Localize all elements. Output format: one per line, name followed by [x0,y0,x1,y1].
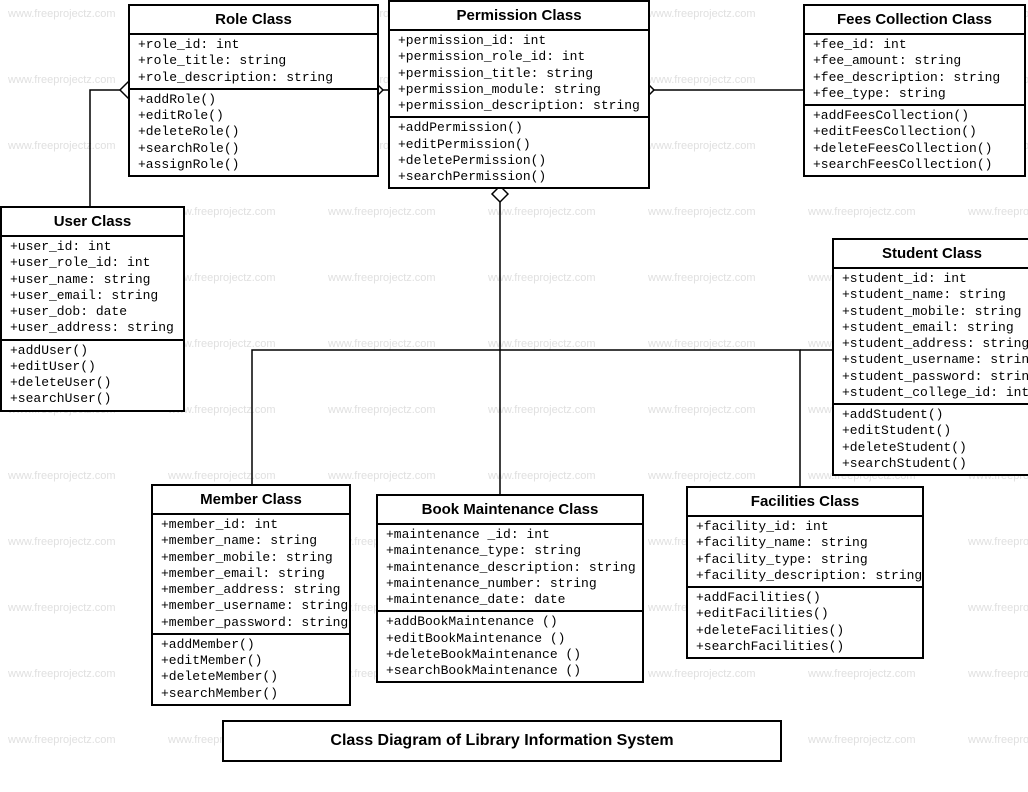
watermark: www.freeprojectz.com [808,668,916,680]
watermark: www.freeprojectz.com [8,8,116,20]
class-permission-methods: +addPermission() +editPermission() +dele… [390,118,648,187]
watermark: www.freeprojectz.com [648,404,756,416]
watermark: www.freeprojectz.com [648,272,756,284]
watermark: www.freeprojectz.com [968,536,1028,548]
watermark: www.freeprojectz.com [968,602,1028,614]
watermark: www.freeprojectz.com [648,470,756,482]
class-facilities-methods: +addFacilities() +editFacilities() +dele… [688,588,922,657]
class-student-attrs: +student_id: int +student_name: string +… [834,269,1028,405]
watermark: www.freeprojectz.com [8,602,116,614]
class-facilities-attrs: +facility_id: int +facility_name: string… [688,517,922,588]
class-student-title: Student Class [834,240,1028,269]
watermark: www.freeprojectz.com [8,668,116,680]
watermark: www.freeprojectz.com [328,206,436,218]
watermark: www.freeprojectz.com [488,338,596,350]
class-fees-title: Fees Collection Class [805,6,1024,35]
class-role-attrs: +role_id: int +role_title: string +role_… [130,35,377,90]
watermark: www.freeprojectz.com [648,668,756,680]
class-book-methods: +addBookMaintenance () +editBookMaintena… [378,612,642,681]
class-permission-title: Permission Class [390,2,648,31]
watermark: www.freeprojectz.com [8,470,116,482]
class-student: Student Class +student_id: int +student_… [832,238,1028,476]
watermark: www.freeprojectz.com [8,734,116,746]
class-student-methods: +addStudent() +editStudent() +deleteStud… [834,405,1028,474]
watermark: www.freeprojectz.com [968,734,1028,746]
watermark: www.freeprojectz.com [488,272,596,284]
watermark: www.freeprojectz.com [328,404,436,416]
class-role-methods: +addRole() +editRole() +deleteRole() +se… [130,90,377,175]
class-facilities-title: Facilities Class [688,488,922,517]
class-user-title: User Class [2,208,183,237]
class-book: Book Maintenance Class +maintenance _id:… [376,494,644,683]
watermark: www.freeprojectz.com [808,734,916,746]
watermark: www.freeprojectz.com [648,74,756,86]
class-role-title: Role Class [130,6,377,35]
class-role: Role Class +role_id: int +role_title: st… [128,4,379,177]
class-permission-attrs: +permission_id: int +permission_role_id:… [390,31,648,118]
watermark: www.freeprojectz.com [968,668,1028,680]
class-book-attrs: +maintenance _id: int +maintenance_type:… [378,525,642,612]
watermark: www.freeprojectz.com [328,338,436,350]
watermark: www.freeprojectz.com [968,206,1028,218]
class-member-methods: +addMember() +editMember() +deleteMember… [153,635,349,704]
watermark: www.freeprojectz.com [648,338,756,350]
class-user-methods: +addUser() +editUser() +deleteUser() +se… [2,341,183,410]
class-facilities: Facilities Class +facility_id: int +faci… [686,486,924,659]
watermark: www.freeprojectz.com [328,272,436,284]
class-member-attrs: +member_id: int +member_name: string +me… [153,515,349,635]
watermark: www.freeprojectz.com [488,404,596,416]
watermark: www.freeprojectz.com [8,536,116,548]
class-member-title: Member Class [153,486,349,515]
watermark: www.freeprojectz.com [488,470,596,482]
class-user: User Class +user_id: int +user_role_id: … [0,206,185,412]
watermark: www.freeprojectz.com [648,140,756,152]
class-permission: Permission Class +permission_id: int +pe… [388,0,650,189]
class-user-attrs: +user_id: int +user_role_id: int +user_n… [2,237,183,341]
watermark: www.freeprojectz.com [808,206,916,218]
watermark: www.freeprojectz.com [488,206,596,218]
class-fees: Fees Collection Class +fee_id: int +fee_… [803,4,1026,177]
watermark: www.freeprojectz.com [8,140,116,152]
watermark: www.freeprojectz.com [648,206,756,218]
watermark: www.freeprojectz.com [8,74,116,86]
class-book-title: Book Maintenance Class [378,496,642,525]
class-fees-attrs: +fee_id: int +fee_amount: string +fee_de… [805,35,1024,106]
watermark: www.freeprojectz.com [648,8,756,20]
watermark: www.freeprojectz.com [328,470,436,482]
watermark: www.freeprojectz.com [168,470,276,482]
class-fees-methods: +addFeesCollection() +editFeesCollection… [805,106,1024,175]
class-member: Member Class +member_id: int +member_nam… [151,484,351,706]
diagram-title: Class Diagram of Library Information Sys… [222,720,782,762]
